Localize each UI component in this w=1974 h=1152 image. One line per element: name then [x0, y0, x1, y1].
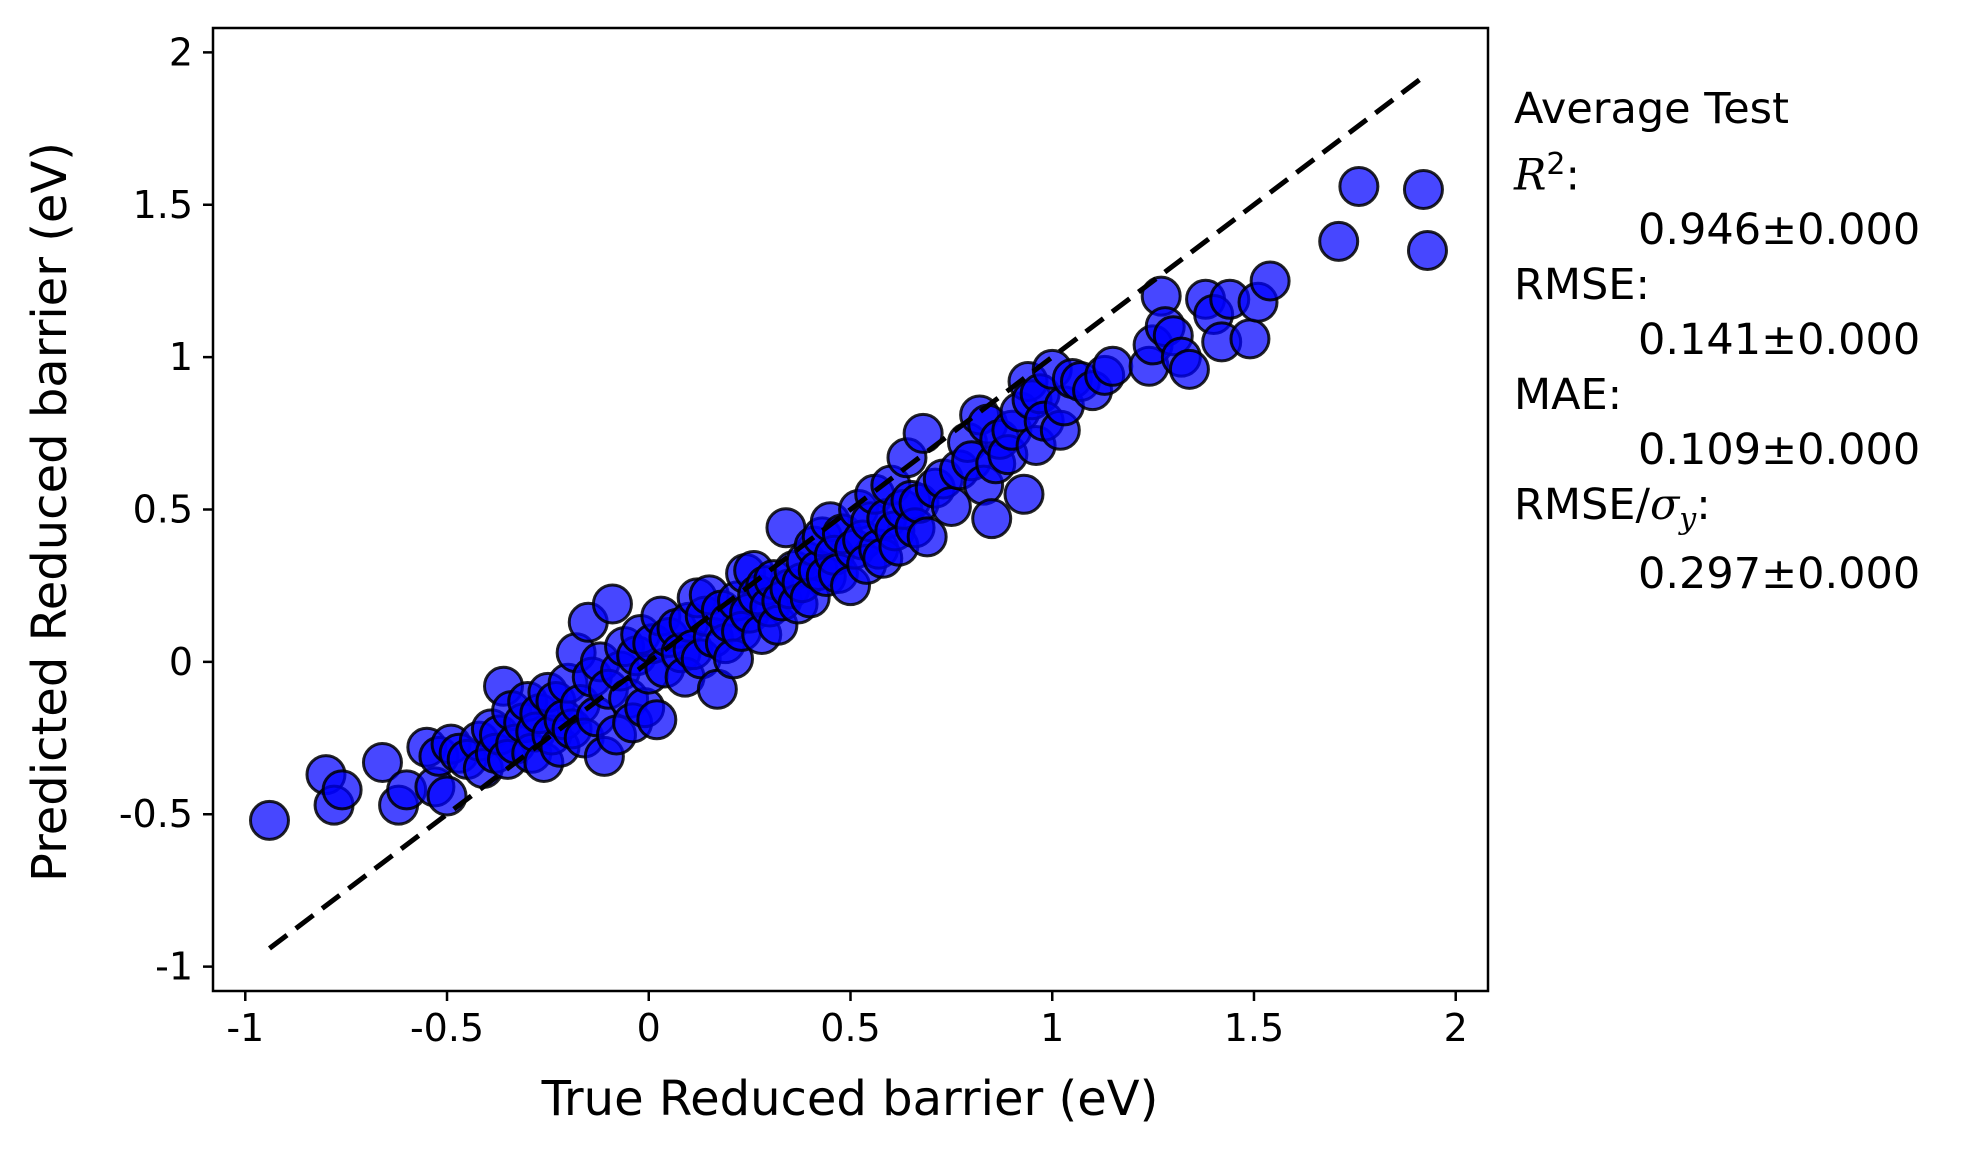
x-tick-label: -0.5: [410, 1006, 484, 1050]
metrics-panel: Average Test R2: 0.946±0.000 RMSE: 0.141…: [1514, 82, 1920, 602]
data-point: [1168, 348, 1210, 390]
r2-value: 0.946±0.000: [1638, 205, 1921, 256]
data-point: [591, 583, 633, 625]
identity-reference-line: [267, 71, 1429, 951]
x-tick-label: 0.5: [820, 1006, 880, 1050]
mae-value: 0.109±0.000: [1638, 425, 1921, 476]
x-tick-label: 1.5: [1224, 1006, 1284, 1050]
data-point: [1402, 169, 1444, 211]
data-point: [1338, 165, 1380, 207]
x-tick-label: 1: [1040, 1006, 1064, 1050]
rmse-value: 0.141±0.000: [1638, 315, 1921, 366]
data-point: [1318, 220, 1360, 262]
data-points: [248, 165, 1448, 841]
rmse-label: RMSE:: [1514, 260, 1650, 311]
y-tick-label: 2: [169, 30, 193, 74]
x-axis-ticks: -1 -0.5 0 0.5 1 1.5 2: [226, 991, 1468, 1050]
y-axis-title: Predicted Reduced barrier (eV): [22, 142, 78, 882]
data-point: [1229, 318, 1271, 360]
data-point: [1406, 229, 1448, 271]
data-point: [636, 699, 678, 741]
data-point: [1003, 473, 1045, 515]
y-tick-label: 0: [169, 640, 193, 684]
x-axis-title: True Reduced barrier (eV): [541, 1071, 1159, 1127]
data-point: [361, 741, 403, 783]
data-point: [1249, 260, 1291, 302]
r2-label: R2:: [1514, 147, 1580, 201]
y-tick-label: -0.5: [119, 792, 193, 836]
data-point: [902, 412, 944, 454]
y-tick-label: 0.5: [133, 488, 193, 532]
x-tick-label: -1: [226, 1006, 264, 1050]
data-point: [1092, 345, 1134, 387]
x-tick-label: 0: [637, 1006, 661, 1050]
y-tick-label: -1: [155, 945, 193, 989]
data-point: [248, 799, 290, 841]
ratio-label: RMSE/σy:: [1514, 480, 1711, 537]
data-point: [321, 769, 363, 811]
data-point: [426, 775, 468, 817]
ratio-value: 0.297±0.000: [1638, 548, 1921, 599]
data-point: [971, 498, 1013, 540]
x-tick-label: 2: [1444, 1006, 1468, 1050]
mae-label: MAE:: [1514, 370, 1623, 421]
data-point: [930, 485, 972, 527]
metrics-heading: Average Test: [1514, 84, 1789, 134]
y-axis-ticks: -1 -0.5 0 0.5 1 1.5 2: [119, 30, 213, 989]
data-point: [906, 516, 948, 558]
y-tick-label: 1.5: [133, 183, 193, 227]
y-tick-label: 1: [169, 335, 193, 379]
